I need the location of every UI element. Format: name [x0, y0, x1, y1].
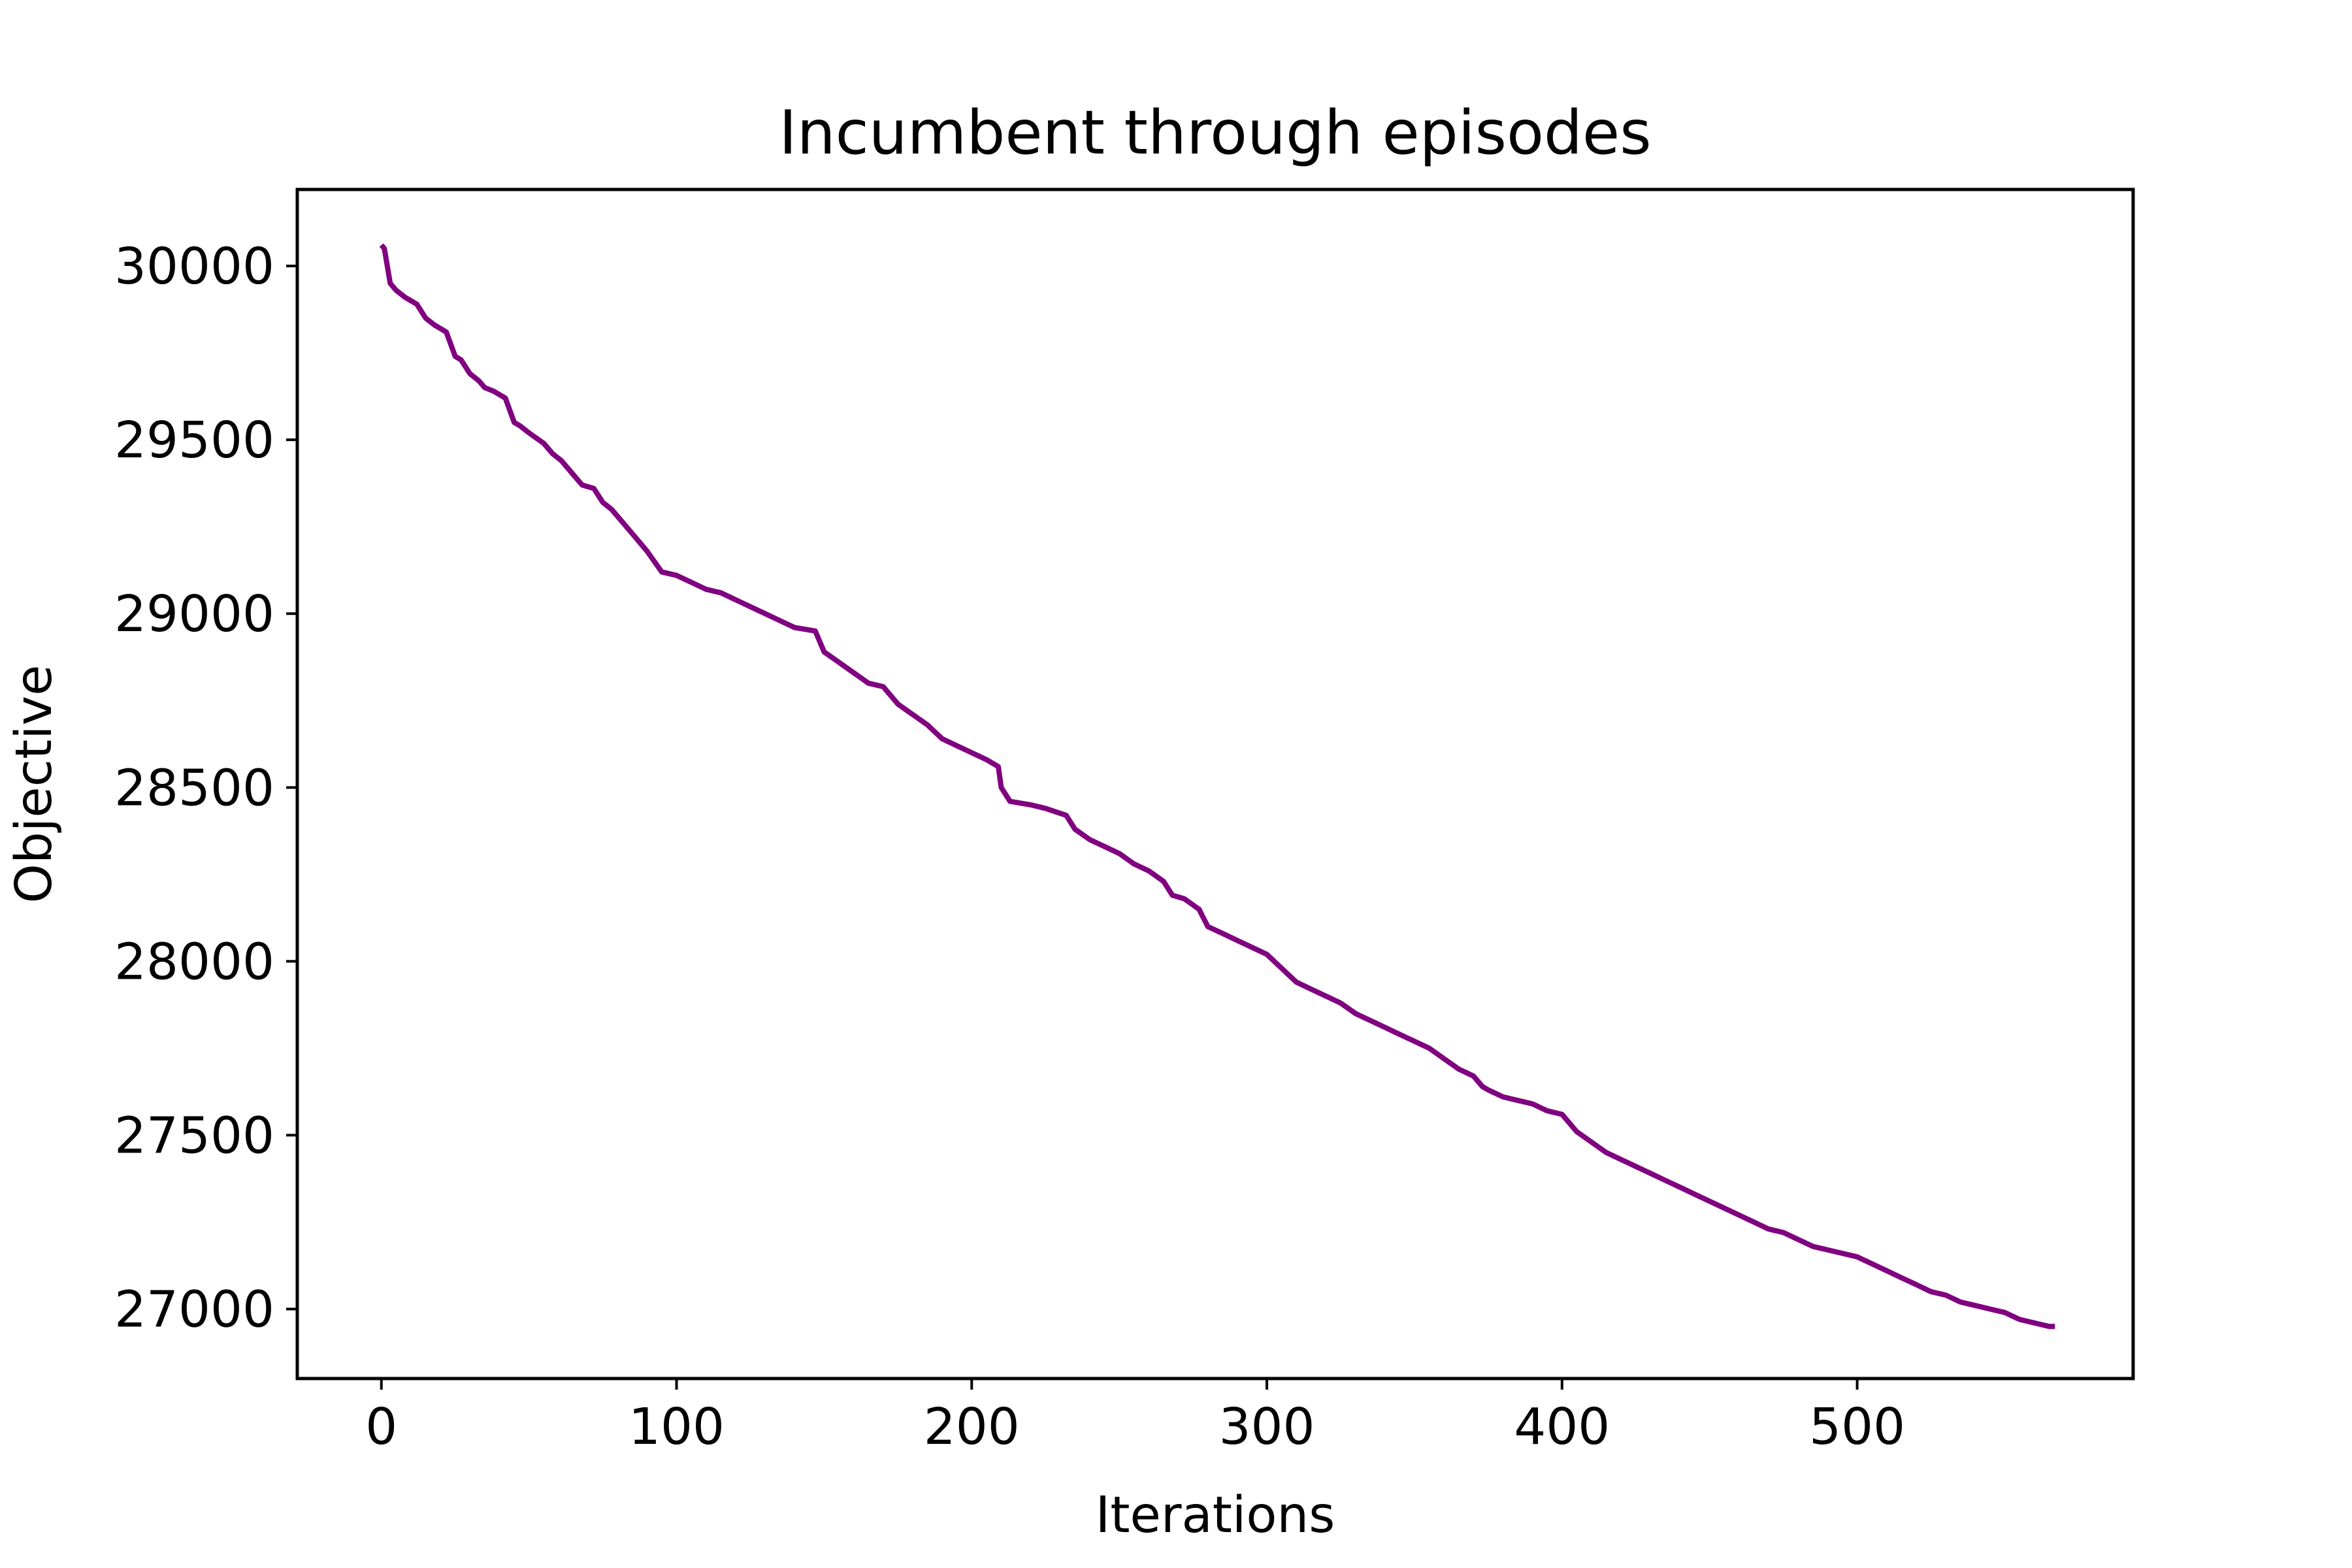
x-tick-label: 100 — [629, 1398, 725, 1456]
y-tick-label: 29500 — [114, 412, 274, 470]
y-axis-label: Objective — [5, 664, 63, 903]
y-tick-label: 29000 — [114, 585, 274, 644]
y-tick-label: 28500 — [114, 759, 274, 817]
x-tick-label: 0 — [365, 1398, 397, 1456]
y-tick-label: 27000 — [114, 1281, 274, 1339]
y-tick-label: 28000 — [114, 933, 274, 991]
x-axis-ticks: 0 100 200 300 400 500 — [365, 1379, 1905, 1456]
plot-area-frame — [295, 188, 2135, 1380]
x-tick-label: 400 — [1514, 1398, 1610, 1456]
chart-title: Incumbent through episodes — [779, 97, 1651, 168]
x-tick-label: 300 — [1219, 1398, 1315, 1456]
series-line — [379, 243, 2055, 1330]
y-tick-label: 27500 — [114, 1107, 274, 1165]
x-tick-label: 500 — [1809, 1398, 1905, 1456]
x-tick-label: 200 — [924, 1398, 1020, 1456]
x-axis-label: Iterations — [1096, 1486, 1335, 1544]
y-axis-ticks: 27000 27500 28000 28500 29000 29500 30000 — [114, 238, 297, 1339]
y-tick-label: 30000 — [114, 238, 274, 296]
